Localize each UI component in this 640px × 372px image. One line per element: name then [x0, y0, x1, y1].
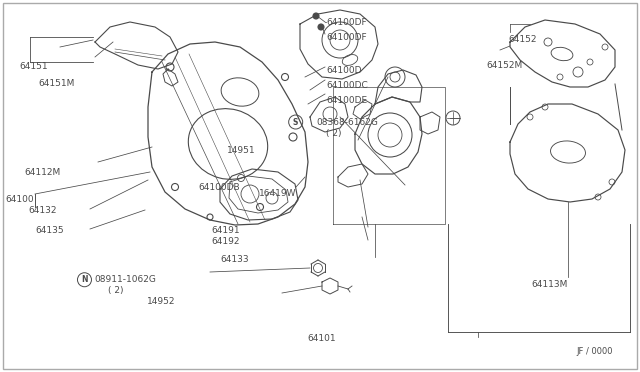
- Text: 64112M: 64112M: [24, 169, 61, 177]
- Text: N: N: [81, 275, 88, 284]
- Text: 64191: 64191: [211, 226, 240, 235]
- Text: 64100: 64100: [5, 195, 34, 203]
- Text: 14951: 14951: [227, 146, 256, 155]
- Text: 64100DF: 64100DF: [326, 33, 367, 42]
- Text: S: S: [293, 118, 298, 126]
- Circle shape: [318, 24, 324, 30]
- Text: 64152: 64152: [509, 35, 538, 44]
- Text: 64101: 64101: [307, 334, 336, 343]
- Text: 14952: 14952: [147, 297, 176, 306]
- Text: 64132: 64132: [29, 206, 58, 215]
- Text: 16419W: 16419W: [259, 189, 297, 198]
- Text: 08368-6162G: 08368-6162G: [317, 118, 379, 126]
- Text: 64151M: 64151M: [38, 79, 75, 88]
- Text: 64192: 64192: [211, 237, 240, 246]
- Circle shape: [313, 13, 319, 19]
- Text: 64100DF: 64100DF: [326, 18, 367, 27]
- Text: 64151: 64151: [19, 62, 48, 71]
- Text: 64100DC: 64100DC: [326, 81, 368, 90]
- Text: 64133: 64133: [221, 255, 250, 264]
- Text: ( 2): ( 2): [108, 286, 123, 295]
- Text: 64100DE: 64100DE: [326, 96, 367, 105]
- Text: 64113M: 64113M: [531, 280, 568, 289]
- Text: JF / 0000: JF / 0000: [576, 347, 612, 356]
- Text: 08911-1062G: 08911-1062G: [95, 275, 157, 284]
- Text: 64100D: 64100D: [326, 66, 362, 75]
- Text: 64100DB: 64100DB: [198, 183, 240, 192]
- Text: ( 2): ( 2): [326, 129, 342, 138]
- Text: 64135: 64135: [35, 226, 64, 235]
- Text: 64152M: 64152M: [486, 61, 523, 70]
